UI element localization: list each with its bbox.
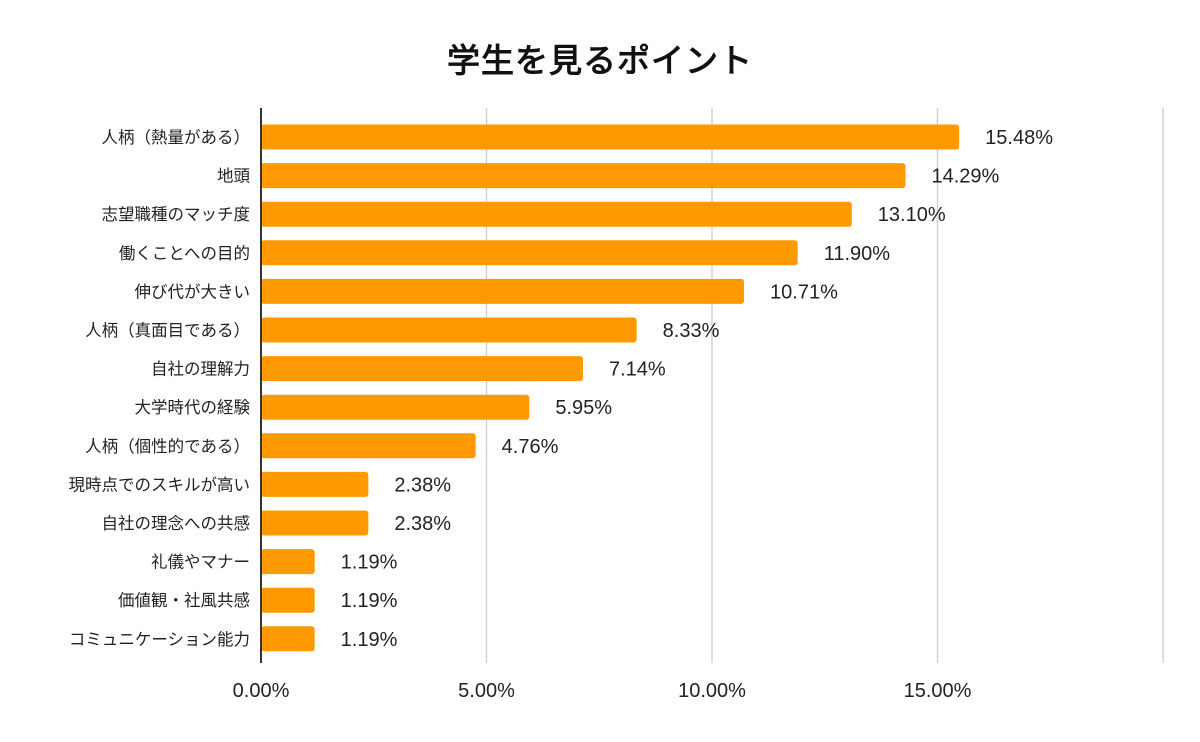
chart-title: 学生を見るポイント: [447, 41, 753, 80]
category-label: 伸び代が大きい: [135, 282, 251, 301]
bar: [261, 317, 637, 343]
category-label: 礼儀やマナー: [151, 553, 250, 572]
bar: [261, 394, 530, 420]
grid-layer: [485, 108, 1164, 663]
bar: [261, 510, 369, 536]
category-label: 自社の理念への共感: [102, 513, 251, 533]
bar: [261, 124, 960, 150]
data-label: 1.19%: [341, 552, 398, 574]
data-label: 1.19%: [341, 590, 398, 612]
data-label: 11.90%: [824, 243, 891, 265]
bar: [261, 433, 476, 459]
bar: [261, 626, 315, 652]
data-label: 1.19%: [341, 629, 398, 651]
bar-layer: [261, 124, 960, 652]
x-tick-label: 5.00%: [458, 680, 515, 702]
data-label: 13.10%: [878, 204, 946, 226]
data-label: 14.29%: [931, 166, 999, 188]
bar: [261, 240, 798, 266]
category-label: 志望職種のマッチ度: [102, 205, 251, 224]
category-label: 人柄（熱量がある）: [102, 128, 251, 147]
category-label: 働くことへの目的: [119, 244, 250, 263]
x-tick-label: 15.00%: [904, 680, 972, 702]
category-label: 人柄（真面目である）: [85, 321, 250, 340]
bar: [261, 356, 584, 382]
data-label: 8.33%: [663, 320, 720, 342]
data-label: 4.76%: [502, 436, 559, 458]
category-label: 価値観・社風共感: [118, 591, 250, 610]
category-label: 地頭: [217, 167, 251, 186]
category-label: 自社の理解力: [151, 360, 250, 379]
data-label: 2.38%: [394, 513, 451, 535]
category-label: 現時点でのスキルが高い: [69, 475, 251, 494]
data-label: 10.71%: [770, 281, 838, 303]
category-label: 大学時代の経験: [135, 398, 251, 417]
data-label: 2.38%: [394, 474, 451, 496]
x-tick-label: 0.00%: [233, 680, 290, 702]
data-label: 15.48%: [985, 127, 1053, 149]
axis-layer: 0.00% 5.00% 10.00% 15.00%: [233, 108, 972, 702]
category-label: 人柄（個性的である）: [85, 437, 250, 456]
category-label: コミュニケーション能力: [69, 630, 250, 649]
data-label: 7.14%: [609, 359, 666, 381]
x-tick-label: 10.00%: [678, 680, 746, 702]
bar: [261, 587, 315, 613]
bar: [261, 163, 906, 189]
bar: [261, 471, 369, 497]
bar: [261, 549, 315, 575]
bar: [261, 278, 745, 304]
label-layer: 15.48% 人柄（熱量がある） 14.29% 地頭 13.10% 志望職種のマッチ度 11…: [69, 127, 1054, 651]
bar: [261, 201, 852, 227]
data-label: 5.95%: [555, 397, 612, 419]
